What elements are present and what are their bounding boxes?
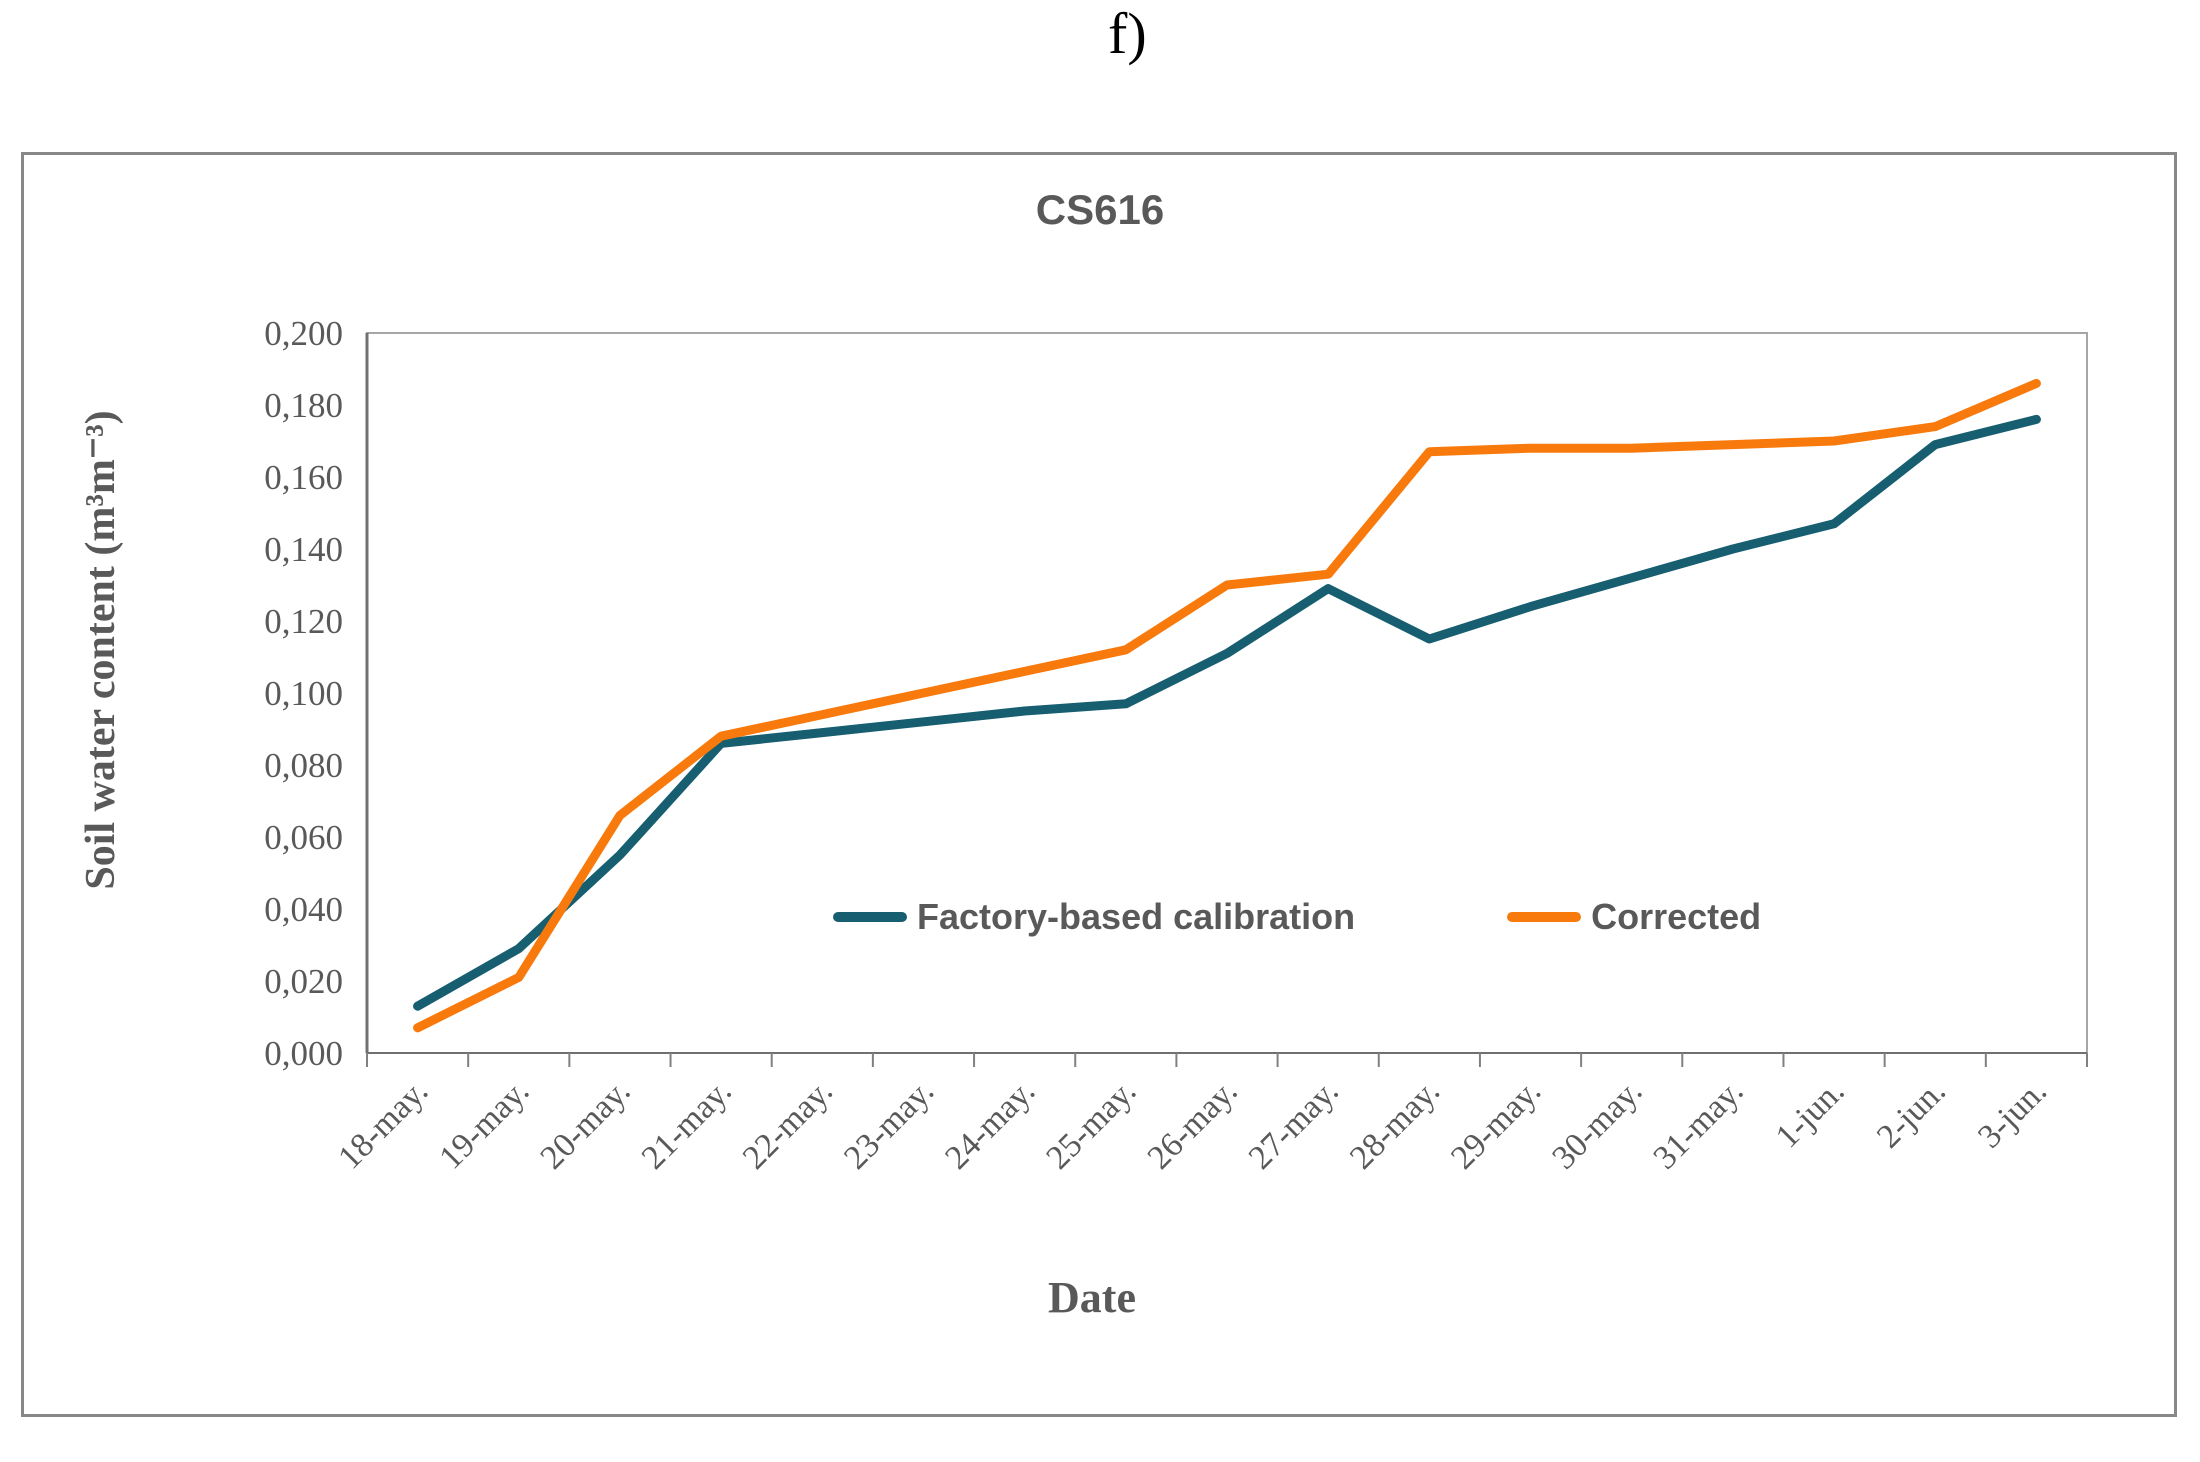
chart-title: CS616: [1035, 186, 1165, 233]
y-tick-label: 0,000: [264, 1034, 343, 1073]
figure-panel-label: f): [1108, 1, 1147, 66]
chart-outer-box: [21, 152, 2177, 1417]
x-tick-label: 19-may.: [432, 1072, 536, 1176]
x-tick-label: 29-may.: [1444, 1072, 1548, 1176]
x-tick-label: 28-may.: [1343, 1072, 1447, 1176]
legend-entry-factory: Factory-based calibration: [833, 896, 1355, 938]
series-line-1: [413, 378, 2041, 1033]
legend-entry-corrected: Corrected: [1507, 896, 1761, 938]
x-tick-label: 31-may.: [1646, 1072, 1750, 1176]
x-tick-label: 23-may.: [837, 1072, 941, 1176]
legend-line-swatch-corrected: [1507, 912, 1582, 922]
x-axis-title: Date: [1048, 1273, 1136, 1322]
y-tick-label: 0,060: [264, 818, 343, 857]
x-tick-label: 2-jun.: [1870, 1072, 1953, 1155]
legend: Factory-based calibration Corrected: [833, 896, 1761, 938]
x-tick-label: 3-jun.: [1971, 1072, 2054, 1155]
legend-label-factory: Factory-based calibration: [917, 896, 1356, 937]
x-tick-label: 1-jun.: [1769, 1072, 1852, 1155]
legend-line-swatch-factory: [833, 912, 907, 922]
y-tick-label: 0,200: [264, 314, 343, 353]
x-tick-label: 18-may.: [331, 1072, 435, 1176]
y-tick-label: 0,120: [264, 602, 343, 641]
x-tick-label: 24-may.: [938, 1072, 1042, 1176]
y-tick-label: 0,020: [264, 962, 343, 1001]
y-tick-label: 0,040: [264, 890, 343, 929]
x-tick-label: 25-may.: [1039, 1072, 1143, 1176]
x-tick-label: 20-may.: [534, 1072, 638, 1176]
x-tick-label: 22-may.: [736, 1072, 840, 1176]
x-tick-label: 26-may.: [1141, 1072, 1245, 1176]
series-line-0: [413, 414, 2041, 1011]
x-tick-label: 27-may.: [1242, 1072, 1346, 1176]
y-tick-label: 0,080: [264, 746, 343, 785]
y-tick-label: 0,180: [264, 386, 343, 425]
legend-label-corrected: Corrected: [1591, 896, 1762, 937]
x-tick-label: 21-may.: [635, 1072, 739, 1176]
y-axis-title: Soil water content (m³m⁻³): [78, 410, 124, 890]
y-tick-label: 0,100: [264, 674, 343, 713]
x-tick-label: 30-may.: [1545, 1072, 1649, 1176]
y-tick-label: 0,140: [264, 530, 343, 569]
y-tick-label: 0,160: [264, 458, 343, 497]
